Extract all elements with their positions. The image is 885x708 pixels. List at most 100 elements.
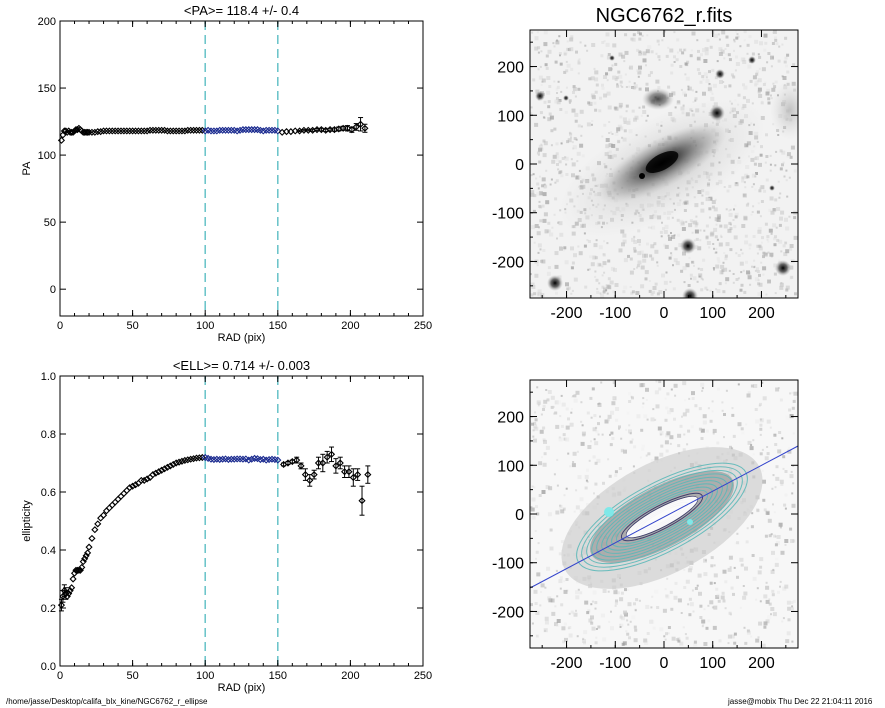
noise-pixel xyxy=(541,456,543,459)
noise-pixel xyxy=(771,42,775,45)
noise-pixel xyxy=(687,85,690,88)
noise-pixel xyxy=(595,239,598,242)
noise-pixel xyxy=(685,220,688,223)
noise-pixel xyxy=(627,623,630,626)
noise-pixel xyxy=(618,102,623,107)
noise-pixel xyxy=(554,251,559,256)
noise-pixel xyxy=(703,608,706,611)
data-point xyxy=(190,126,198,134)
noise-pixel xyxy=(535,634,539,638)
noise-pixel xyxy=(679,641,684,646)
noise-pixel xyxy=(598,245,603,250)
y-tick-label: -200 xyxy=(492,604,524,621)
noise-pixel xyxy=(533,421,537,425)
noise-pixel xyxy=(559,587,562,590)
noise-pixel xyxy=(539,248,542,251)
noise-pixel xyxy=(556,458,559,461)
noise-pixel xyxy=(555,87,559,91)
noise-pixel xyxy=(628,80,631,83)
noise-pixel xyxy=(720,234,723,237)
noise-pixel xyxy=(592,455,596,459)
masked-star xyxy=(604,507,614,517)
noise-pixel xyxy=(742,60,747,64)
noise-pixel xyxy=(759,423,763,427)
noise-pixel xyxy=(762,83,766,86)
noise-pixel xyxy=(683,49,686,52)
noise-pixel xyxy=(759,153,763,157)
noise-pixel xyxy=(547,221,551,225)
noise-pixel xyxy=(724,607,727,610)
noise-pixel xyxy=(577,245,580,248)
ellipticity-panel: 0 50 100 150 200 2500.00.20.40.60.81.0<ELL>= … xyxy=(21,358,432,694)
data-point xyxy=(94,128,102,136)
noise-pixel xyxy=(719,80,723,84)
noise-pixel xyxy=(532,435,535,438)
noise-pixel xyxy=(671,235,676,239)
noise-pixel xyxy=(572,611,576,615)
noise-pixel xyxy=(713,227,718,232)
data-point xyxy=(297,462,305,470)
noise-pixel xyxy=(774,562,779,567)
noise-pixel xyxy=(669,590,673,594)
noise-pixel xyxy=(565,437,570,442)
noise-pixel xyxy=(553,473,556,476)
noise-pixel xyxy=(734,212,739,217)
noise-pixel xyxy=(546,271,551,276)
data-point xyxy=(91,128,99,136)
noise-pixel xyxy=(570,292,573,295)
noise-pixel xyxy=(534,426,539,431)
data-point xyxy=(198,453,206,462)
noise-pixel xyxy=(590,603,593,606)
data-point xyxy=(88,534,96,542)
y-tick-label: 200 xyxy=(497,410,524,427)
noise-pixel xyxy=(681,415,683,418)
noise-pixel xyxy=(772,503,774,506)
noise-pixel xyxy=(711,68,715,72)
noise-pixel xyxy=(570,610,574,614)
noise-pixel xyxy=(788,408,792,412)
noise-pixel xyxy=(745,260,748,264)
noise-pixel xyxy=(729,613,732,616)
data-point xyxy=(99,127,108,135)
noise-pixel xyxy=(750,444,753,447)
noise-pixel xyxy=(540,413,543,416)
noise-pixel xyxy=(784,217,788,222)
noise-pixel xyxy=(789,265,794,270)
noise-pixel xyxy=(569,47,574,52)
noise-pixel xyxy=(688,223,693,228)
y-tick-label: 0 xyxy=(515,157,524,174)
noise-pixel xyxy=(652,408,655,411)
data-point xyxy=(62,589,70,598)
noise-pixel xyxy=(534,273,539,278)
noise-pixel xyxy=(723,85,727,89)
noise-pixel xyxy=(652,286,657,290)
noise-pixel xyxy=(730,634,735,639)
noise-pixel xyxy=(658,387,662,391)
noise-pixel xyxy=(753,157,757,160)
noise-pixel xyxy=(758,273,761,277)
noise-pixel xyxy=(721,272,724,275)
noise-pixel xyxy=(743,216,748,221)
noise-pixel xyxy=(751,102,754,105)
noise-pixel xyxy=(537,243,542,248)
noise-pixel xyxy=(706,241,711,245)
noise-pixel xyxy=(660,444,664,448)
y-tick-label: 100 xyxy=(38,150,56,162)
data-point xyxy=(352,123,360,131)
noise-pixel xyxy=(586,122,591,127)
star xyxy=(680,238,696,254)
noise-pixel xyxy=(544,629,546,632)
noise-pixel xyxy=(751,211,754,213)
noise-pixel xyxy=(605,42,610,47)
noise-pixel xyxy=(573,510,576,513)
noise-pixel xyxy=(789,392,792,395)
noise-pixel xyxy=(535,177,538,180)
noise-pixel xyxy=(694,404,698,408)
star xyxy=(563,95,569,101)
footer-path: /home/jasse/Desktop/califa_blx_kine/NGC6… xyxy=(6,697,208,706)
noise-pixel xyxy=(746,98,750,103)
noise-pixel xyxy=(611,401,614,404)
noise-pixel xyxy=(751,554,755,557)
noise-pixel xyxy=(582,639,586,643)
noise-pixel xyxy=(713,582,716,585)
